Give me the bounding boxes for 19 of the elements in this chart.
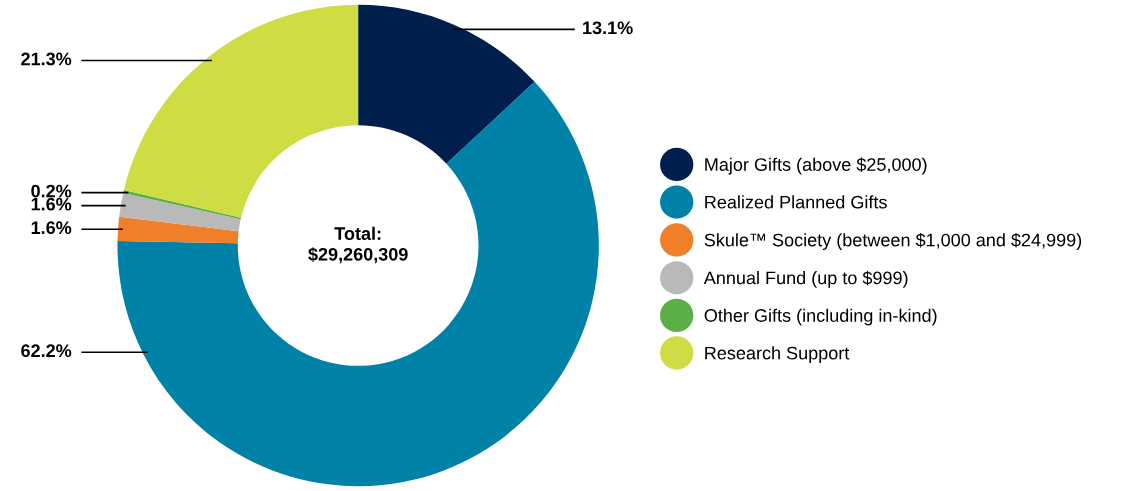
- donut-slice: [358, 4, 535, 164]
- legend-label: Skule™ Society (between $1,000 and $24,999): [704, 232, 1082, 250]
- legend-label: Research Support: [705, 346, 850, 364]
- legend-label: Major Gifts (above $25,000): [705, 157, 927, 175]
- legend-label: Realized Planned Gifts: [705, 195, 887, 209]
- legend-label: Other Gifts (including in-kind): [704, 308, 937, 326]
- data-label: 1.6%: [31, 197, 72, 211]
- donut-slice: [117, 216, 239, 244]
- data-label: 0.2%: [31, 184, 72, 198]
- data-label: 1.6%: [31, 221, 72, 235]
- data-label: 21.3%: [21, 52, 72, 66]
- donut-slice: [117, 81, 599, 487]
- donut-slice: [123, 4, 359, 218]
- data-label: 62.2%: [21, 344, 72, 358]
- donut-slice: [123, 190, 242, 220]
- donut-slice: [119, 193, 241, 232]
- legend-label: Annual Fund (up to $999): [703, 270, 908, 288]
- text: Total: $29,260,309: [308, 226, 408, 264]
- data-label: 13.1%: [583, 21, 633, 35]
